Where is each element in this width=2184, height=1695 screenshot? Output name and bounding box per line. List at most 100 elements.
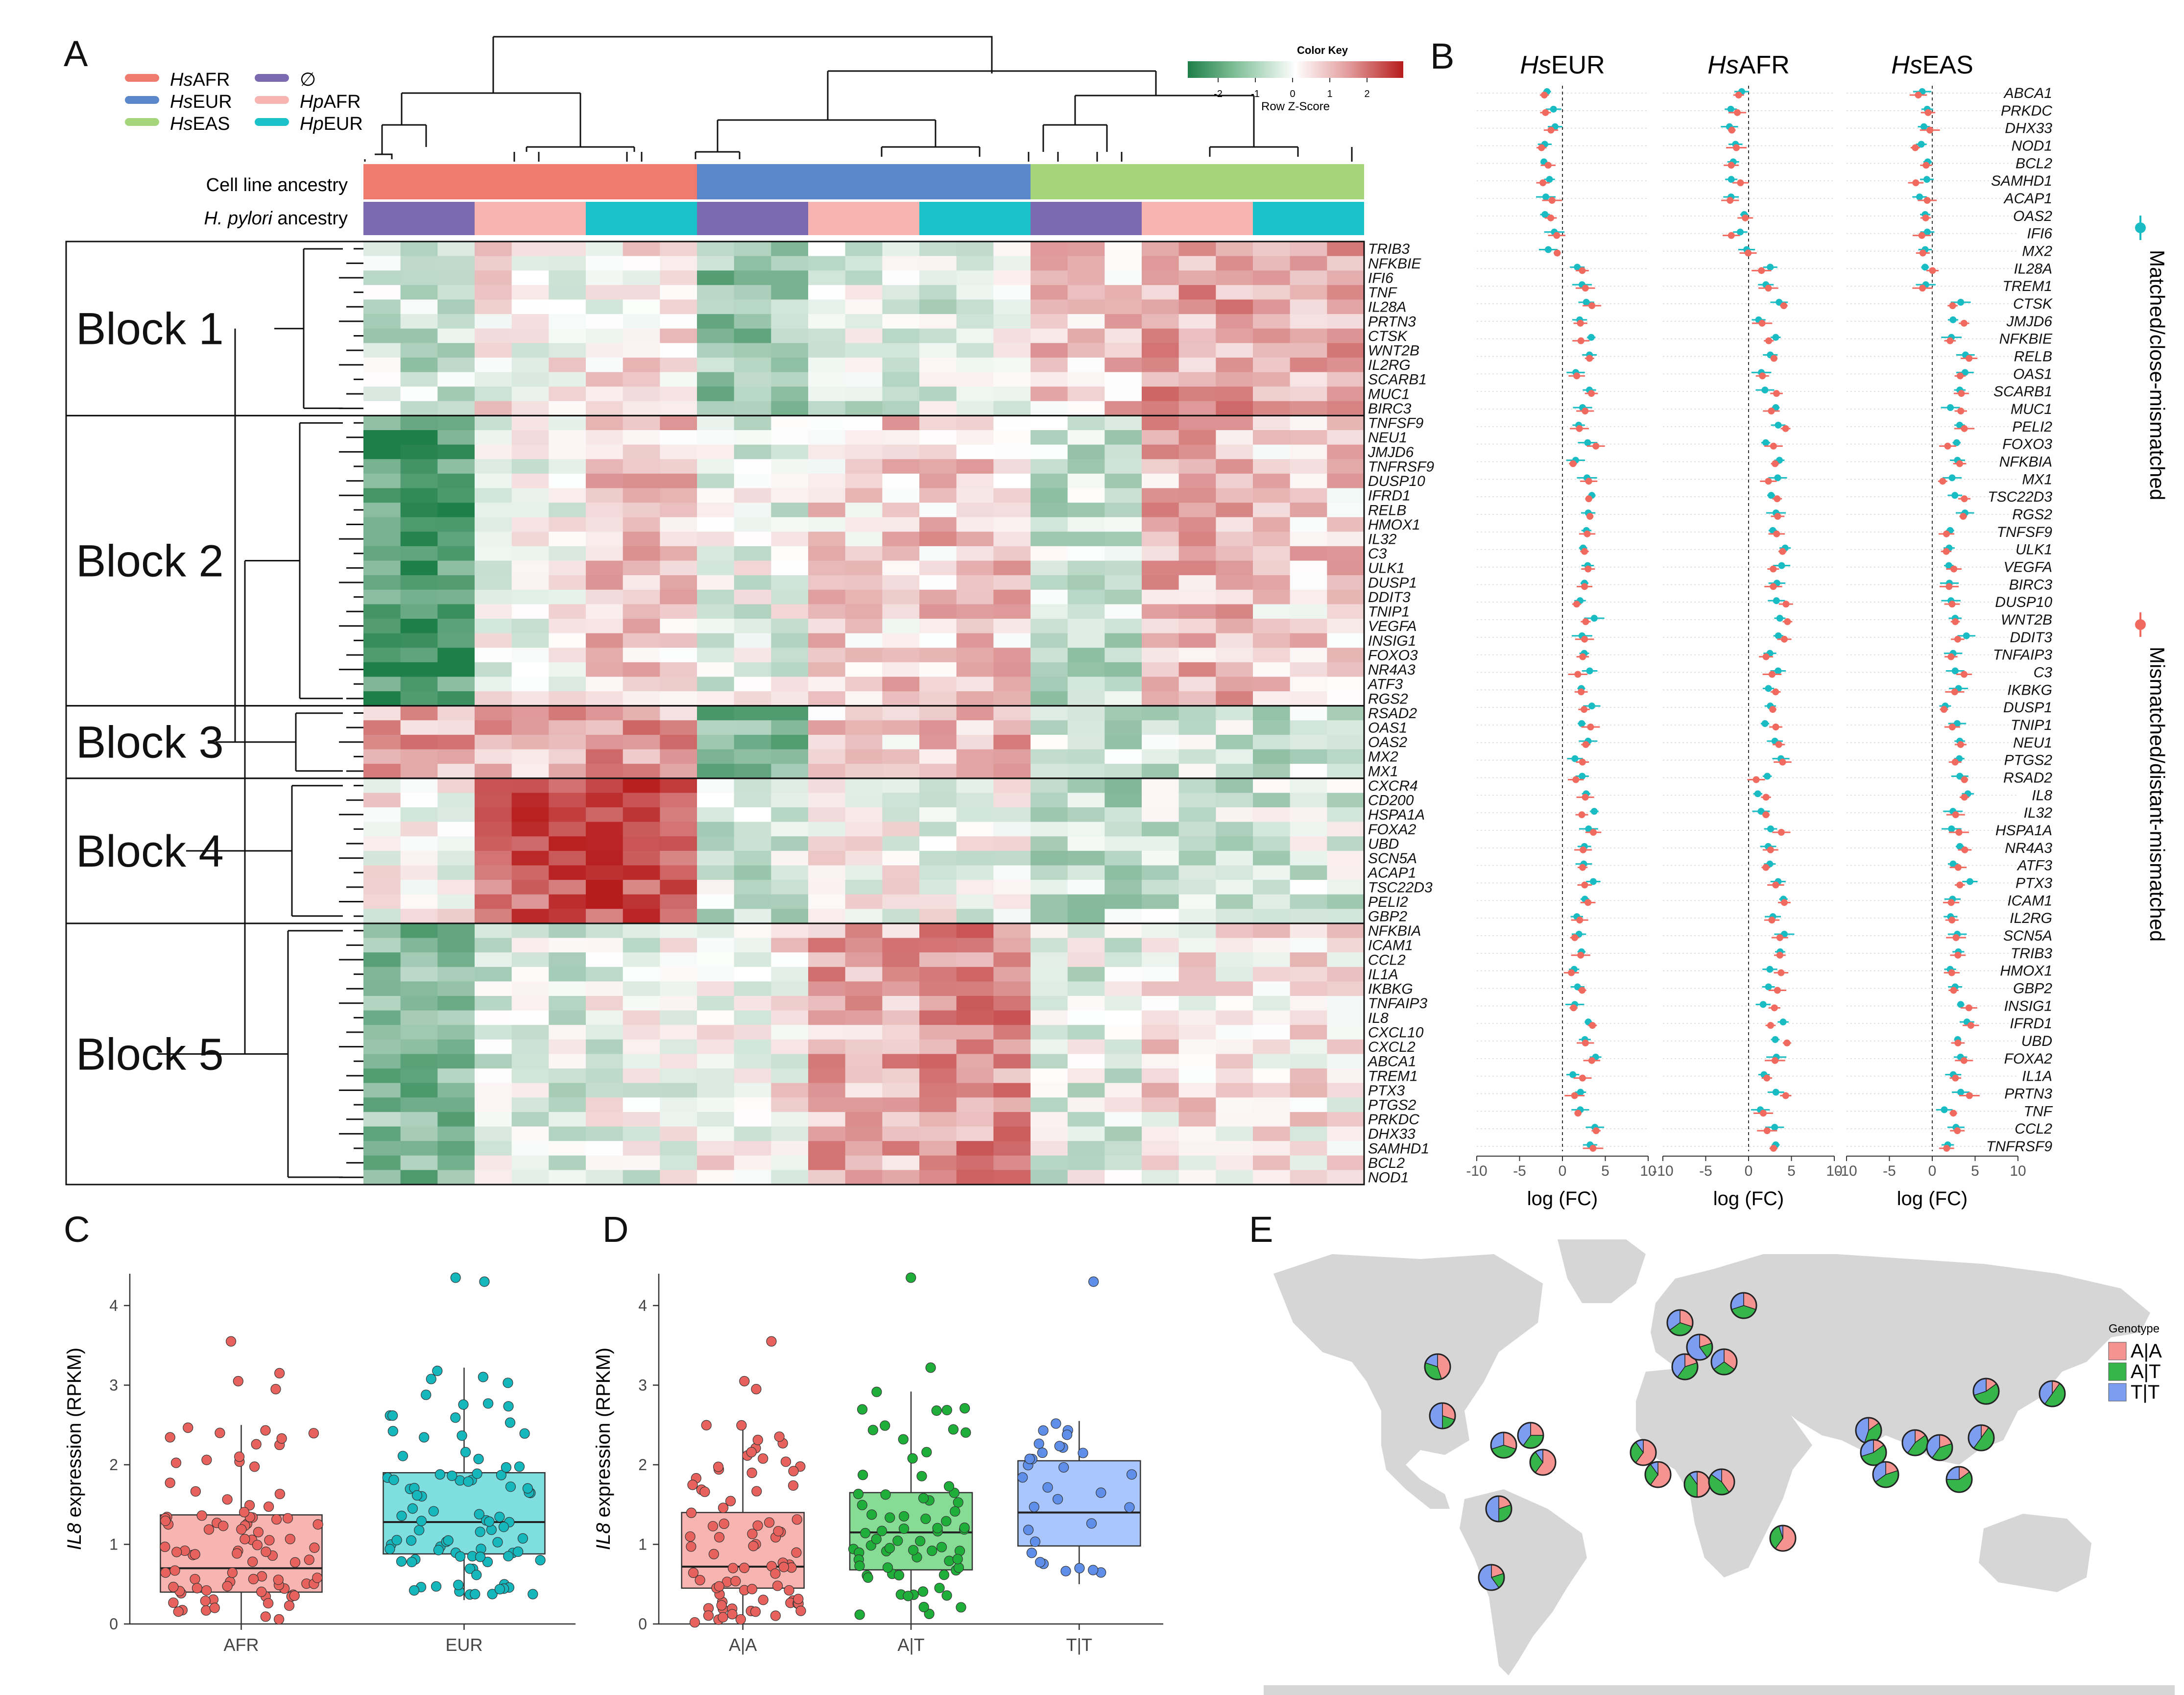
heat-cell bbox=[993, 473, 1031, 488]
heat-cell bbox=[400, 1141, 438, 1156]
heat-cell bbox=[1327, 938, 1365, 953]
forest-tick: 10 bbox=[2010, 1163, 2026, 1179]
heat-cell bbox=[1104, 778, 1142, 793]
heat-cell bbox=[1253, 401, 1291, 416]
heat-cell bbox=[697, 357, 735, 373]
heat-cell bbox=[660, 357, 697, 373]
heat-cell bbox=[1104, 850, 1142, 866]
box-point bbox=[748, 1541, 759, 1551]
heat-cell bbox=[363, 705, 401, 721]
heat-cell bbox=[882, 793, 920, 808]
heat-cell bbox=[697, 952, 735, 968]
heat-cell bbox=[919, 256, 957, 271]
heat-cell bbox=[845, 720, 883, 735]
forest-point-mismatched bbox=[1582, 741, 1589, 748]
heat-cell bbox=[1142, 996, 1179, 1011]
heat-cell bbox=[1031, 270, 1068, 286]
heat-cell bbox=[1290, 242, 1327, 257]
box-point bbox=[484, 1516, 495, 1527]
heat-cell bbox=[697, 1170, 735, 1185]
box-y-tick: 0 bbox=[109, 1615, 118, 1633]
heat-cell bbox=[511, 952, 549, 968]
heat-cell bbox=[623, 764, 660, 779]
heat-cell bbox=[1253, 734, 1291, 750]
heat-cell bbox=[549, 894, 586, 909]
forest-gene-label: SCN5A bbox=[2003, 928, 2052, 944]
heat-cell bbox=[771, 444, 809, 460]
heat-cell bbox=[1142, 836, 1179, 851]
heat-cell bbox=[586, 517, 624, 532]
heat-cell bbox=[919, 952, 957, 968]
heat-cell bbox=[771, 633, 809, 648]
heat-cell bbox=[400, 1068, 438, 1084]
forest-point-mismatched bbox=[1948, 601, 1956, 608]
forest-point-matched bbox=[1550, 105, 1557, 113]
heat-cell bbox=[1178, 778, 1216, 793]
heat-cell bbox=[1104, 517, 1142, 532]
forest-title-prefix: Hs bbox=[1891, 51, 1922, 79]
heat-cell bbox=[993, 1097, 1031, 1113]
forest-point-mismatched bbox=[1782, 1092, 1789, 1099]
heat-cell bbox=[771, 778, 809, 793]
forest-gene-label: ULK1 bbox=[2016, 542, 2052, 558]
heat-cell bbox=[1290, 285, 1327, 300]
heat-cell bbox=[549, 677, 586, 692]
heat-cell bbox=[956, 778, 994, 793]
box-point bbox=[535, 1555, 546, 1566]
heat-cell bbox=[845, 517, 883, 532]
forest-point-matched bbox=[1583, 299, 1590, 306]
box-ylabel-gene: IL8 bbox=[64, 1523, 85, 1550]
heat-cell bbox=[697, 488, 735, 503]
heat-cell bbox=[1067, 923, 1105, 939]
box-outlier bbox=[739, 1376, 750, 1386]
heat-cell bbox=[771, 923, 809, 939]
heat-cell bbox=[734, 1126, 771, 1141]
heat-cell bbox=[475, 1083, 512, 1098]
heat-cell bbox=[808, 1039, 846, 1054]
heat-cell bbox=[845, 314, 883, 329]
pie-outline bbox=[1671, 1353, 1699, 1380]
heat-cell bbox=[475, 575, 512, 590]
heat-cell bbox=[1327, 1126, 1365, 1141]
heat-cell bbox=[919, 1039, 957, 1054]
heat-cell bbox=[1253, 880, 1291, 895]
heat-cell bbox=[1253, 938, 1291, 953]
heat-cell bbox=[956, 503, 994, 518]
heat-cell bbox=[1178, 662, 1216, 677]
heat-cell bbox=[1216, 517, 1253, 532]
box-point bbox=[791, 1547, 802, 1558]
heat-cell bbox=[956, 705, 994, 721]
heat-cell bbox=[1178, 560, 1216, 576]
heat-cell bbox=[1104, 546, 1142, 561]
heat-cell bbox=[1216, 996, 1253, 1011]
heat-cell bbox=[437, 256, 475, 271]
heat-cell bbox=[1142, 967, 1179, 982]
heat-cell bbox=[771, 880, 809, 895]
heat-cell bbox=[1104, 415, 1142, 431]
heat-cell bbox=[1067, 459, 1105, 474]
heat-cell bbox=[771, 677, 809, 692]
pie-outline bbox=[1860, 1439, 1887, 1466]
forest-point-mismatched bbox=[1592, 1127, 1600, 1135]
box-point bbox=[885, 1512, 895, 1523]
heat-cell bbox=[1216, 894, 1253, 909]
heat-cell bbox=[845, 270, 883, 286]
box-point bbox=[774, 1431, 785, 1442]
heat-cell bbox=[511, 444, 549, 460]
heat-cell bbox=[623, 546, 660, 561]
heat-cell bbox=[475, 488, 512, 503]
column-dendrogram bbox=[364, 36, 1353, 162]
heat-cell bbox=[475, 299, 512, 315]
heat-cell bbox=[475, 909, 512, 924]
heat-cell bbox=[1327, 720, 1365, 735]
heat-cell bbox=[475, 1039, 512, 1054]
legend-matched-label: Matched/close-mismatched bbox=[2146, 250, 2169, 500]
heat-cell bbox=[1253, 459, 1291, 474]
heat-cell bbox=[1104, 909, 1142, 924]
heat-cell bbox=[697, 677, 735, 692]
heat-cell bbox=[363, 343, 401, 358]
heat-cell bbox=[437, 1039, 475, 1054]
heat-cell bbox=[808, 850, 846, 866]
forest-gene-label: IL28A bbox=[2014, 261, 2052, 277]
heat-cell bbox=[1253, 488, 1291, 503]
